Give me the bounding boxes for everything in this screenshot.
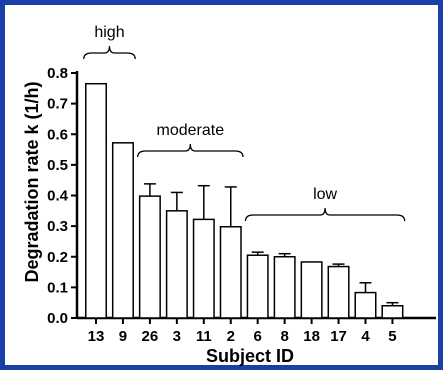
group-label-moderate: moderate	[157, 122, 225, 139]
bar-26	[138, 195, 161, 319]
bar-4	[354, 291, 377, 319]
x-tick-label: 8	[280, 328, 288, 345]
x-tick-label: 3	[173, 328, 181, 345]
bar-11	[192, 218, 215, 319]
bars	[85, 82, 404, 319]
bar-2	[219, 225, 242, 319]
x-tick-label: 17	[330, 328, 347, 345]
x-tick-label: 2	[227, 328, 235, 345]
bar-13	[85, 82, 107, 319]
y-tick-label: 0.5	[47, 157, 68, 174]
bar-18	[300, 261, 323, 319]
group-label-low: low	[313, 186, 337, 203]
y-tick-label: 0.3	[47, 218, 68, 235]
x-tick-label: 4	[361, 328, 370, 345]
error-bars	[143, 183, 399, 306]
x-tick-label: 5	[388, 328, 396, 345]
y-tick-label: 0.1	[47, 279, 68, 296]
x-tick-label: 6	[254, 328, 262, 345]
group-label-high: high	[94, 24, 124, 41]
x-tick-label: 26	[142, 328, 159, 345]
axes: 0.00.10.20.30.40.50.60.70.813 9 26 3 11 2 6 8 18…	[47, 65, 436, 345]
x-tick-label: 11	[196, 328, 212, 345]
y-tick-label: 0.2	[47, 249, 68, 266]
y-tick-label: 0.8	[47, 65, 68, 82]
group-annotations: high moderate low	[83, 24, 406, 222]
y-tick-label: 0.0	[47, 310, 68, 327]
y-tick-label: 0.6	[47, 126, 68, 143]
bar-5	[381, 305, 404, 319]
bar-17	[327, 265, 350, 319]
y-tick-label: 0.7	[47, 96, 68, 113]
x-axis-label: Subject ID	[206, 346, 294, 366]
y-axis-label: Degradation rate k (1/h)	[22, 81, 42, 282]
y-tick-label: 0.4	[47, 188, 69, 205]
x-tick-label: 13	[88, 328, 105, 345]
x-tick-label: 9	[119, 328, 127, 345]
brace-moderate	[137, 143, 244, 158]
bar-6	[246, 254, 269, 319]
bar-9	[111, 142, 134, 319]
brace-high	[83, 45, 136, 60]
x-tick-label: 18	[303, 328, 320, 345]
brace-low	[244, 207, 406, 222]
bar-8	[273, 256, 296, 319]
bar-3	[165, 210, 188, 319]
